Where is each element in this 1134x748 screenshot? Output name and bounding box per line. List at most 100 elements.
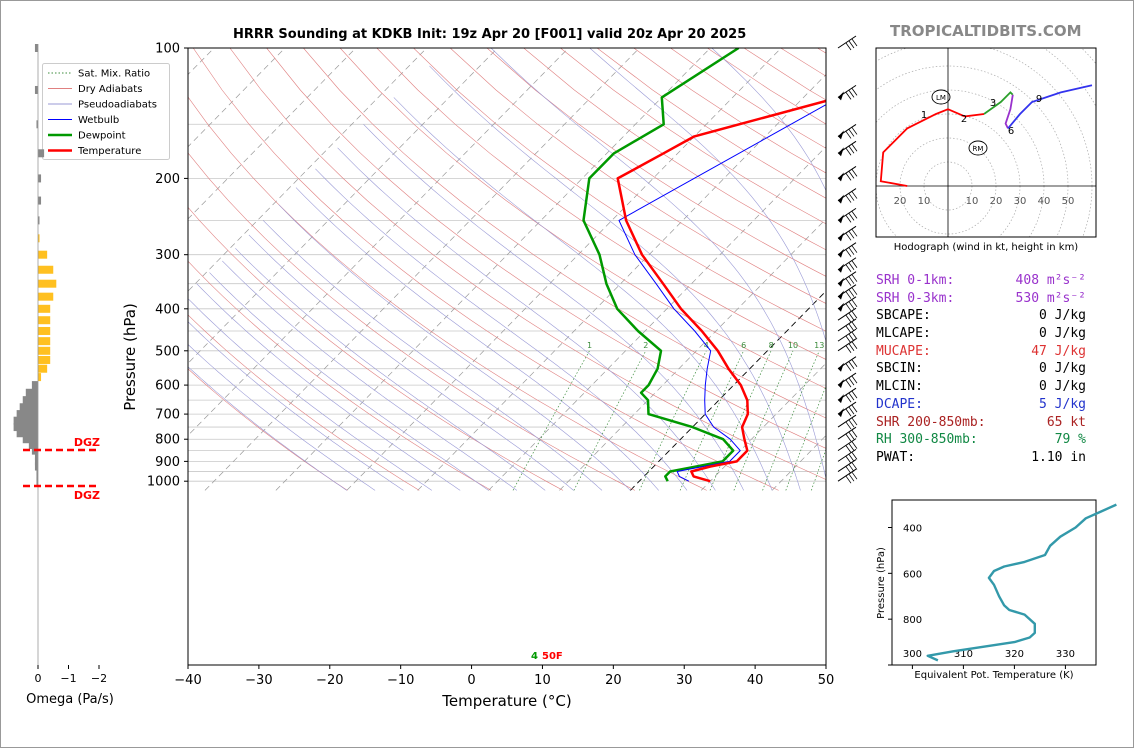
wind-barb-shaft — [837, 414, 857, 428]
surface-dewpoint-label: 4 — [531, 651, 538, 662]
isotherm-line — [275, 48, 711, 491]
wind-barb-pennant — [838, 290, 844, 300]
parameter-row: SRH 0-3km: 530 m²s⁻² — [876, 290, 1094, 308]
pseudoadiabat — [222, 260, 518, 491]
wind-barb-flag — [845, 314, 852, 323]
wind-barb-shaft — [837, 459, 857, 472]
skewt-legend: Sat. Mix. Ratio Dry Adiabats Pseudoadiabat… — [42, 63, 170, 160]
wind-barb-flag — [845, 291, 852, 299]
pseudoadiabat — [490, 48, 826, 480]
brand-watermark: TROPICALTIDBITS.COM — [890, 22, 1082, 40]
omega-bar — [38, 292, 54, 301]
hodograph-height-label: 3 — [990, 98, 996, 109]
dry-adiabat — [413, 48, 826, 332]
wind-barb-flag — [848, 473, 855, 482]
dgz-bottom-label: DGZ — [74, 489, 100, 502]
wind-barb — [837, 124, 858, 140]
wind-barb — [837, 242, 858, 258]
y-tick-label: 100 — [155, 42, 180, 57]
pseudoadiabat — [188, 344, 376, 491]
wind-barb-flag — [848, 129, 855, 137]
wind-barb — [837, 284, 858, 300]
wind-barb-shaft — [837, 448, 857, 462]
wind-barb-pennant — [838, 362, 844, 372]
hodograph-height-label: 1 — [921, 110, 927, 121]
wind-barb-flag — [848, 262, 855, 270]
wind-barb-flag — [851, 452, 858, 460]
wind-barb-flag — [845, 466, 852, 474]
isotherm-line — [488, 146, 826, 491]
omega-bar — [38, 216, 40, 225]
wind-barb-flag — [848, 231, 855, 239]
storm-motion-marker — [931, 89, 951, 105]
omega-bar — [38, 355, 51, 364]
pseudoadiabat — [262, 220, 603, 491]
wind-barb-flag — [848, 377, 855, 386]
wind-barb-flag — [845, 233, 852, 241]
parameter-label: MLCAPE: — [876, 326, 931, 342]
parameter-row: SHR 200-850mb: 65 kt — [876, 414, 1094, 432]
theta-e-y-tick-label: 400 — [903, 524, 922, 535]
dry-adiabat — [449, 48, 826, 304]
wind-barb-flag — [848, 289, 855, 297]
mixing-ratio-label: 10 — [788, 341, 798, 350]
hodograph-frame — [875, 47, 1097, 238]
wind-barb — [837, 414, 858, 430]
wind-barb — [837, 207, 858, 224]
wind-barb-flag — [845, 408, 852, 417]
omega-bar — [38, 337, 51, 346]
isotherm-line — [188, 48, 569, 436]
wind-barb-flag — [851, 260, 858, 268]
dry-adiabat — [188, 314, 420, 491]
wind-barb-flag — [848, 276, 855, 284]
dry-adiabat — [188, 260, 492, 491]
wind-barb-flag — [848, 40, 855, 49]
hodograph-height-label: 2 — [961, 114, 967, 125]
wind-barb — [837, 84, 858, 101]
wind-barb — [837, 338, 858, 354]
wind-barb — [837, 271, 858, 287]
wind-barb-flag — [851, 245, 858, 253]
omega-bar — [38, 279, 57, 288]
hodograph-ring-label: 20 — [894, 196, 907, 207]
omega-bar — [38, 373, 42, 382]
isotherm-line — [188, 48, 498, 364]
pseudoadiabat — [188, 366, 347, 491]
x-tick-label: −30 — [245, 673, 272, 688]
wind-barb-flag — [845, 42, 852, 51]
theta-e-frame — [891, 499, 1097, 666]
pseudoadiabat — [589, 48, 826, 343]
wind-barb — [837, 468, 858, 484]
legend-label: Pseudoadiabats — [78, 100, 157, 111]
wind-barb-shaft — [837, 438, 857, 452]
parameter-row: MLCAPE: 0 J/kg — [876, 325, 1094, 343]
isotherm-line — [346, 48, 782, 491]
wind-barb-flag — [845, 379, 852, 388]
surface-temperature-label: 50F — [542, 651, 563, 662]
legend-label: Dewpoint — [78, 131, 126, 142]
wind-barb-flag — [848, 90, 855, 98]
wind-barb-flag — [851, 429, 858, 438]
wind-barb-shaft — [837, 328, 857, 342]
dry-adiabat — [523, 48, 826, 251]
hodograph-ring-label: 50 — [1062, 196, 1075, 207]
parameter-value: 530 m²s⁻² — [1015, 290, 1086, 306]
parameter-value: 79 % — [1054, 432, 1086, 448]
wind-barb-pennant — [838, 248, 844, 258]
wind-barb-flag — [845, 456, 852, 464]
omega-bar — [28, 441, 38, 450]
legend-label: Wetbulb — [78, 115, 119, 126]
wind-barb-pennant — [838, 130, 844, 140]
pseudoadiabat — [188, 298, 432, 491]
wind-barb-pennant — [838, 194, 844, 204]
wind-barb — [837, 387, 858, 404]
omega-bar — [38, 364, 48, 373]
wind-barb-shaft — [837, 307, 857, 321]
parameter-value: 5 J/kg — [1039, 396, 1086, 412]
omega-bar — [34, 457, 38, 466]
omega-bar — [22, 396, 38, 405]
y-tick-label: 1000 — [147, 475, 180, 490]
isotherm-line — [417, 74, 826, 491]
mixing-ratio-line — [762, 350, 820, 491]
